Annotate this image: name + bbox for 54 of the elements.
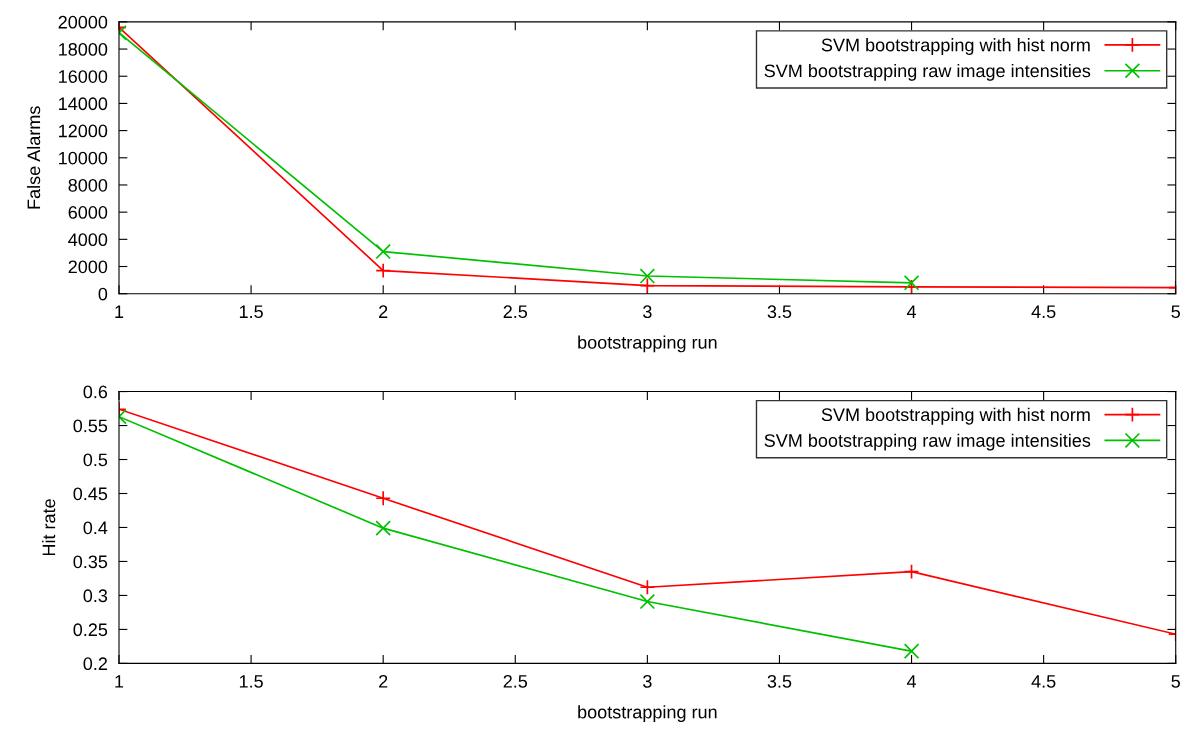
- y-tick-label: 0.6: [83, 385, 108, 399]
- y-tick-label: 0.25: [73, 623, 108, 637]
- x-axis-title: bootstrapping run: [578, 705, 717, 723]
- y-tick-label: 0.4: [83, 521, 108, 535]
- y-tick-label: 12000: [59, 124, 108, 138]
- y-tick-label: 4000: [68, 233, 108, 247]
- y-tick-label: 14000: [59, 97, 108, 111]
- y-tick-label: 2000: [68, 260, 108, 274]
- x-tick-label: 4: [906, 675, 917, 688]
- x-tick-label: 1.5: [239, 305, 263, 319]
- point: [903, 275, 920, 291]
- point: [639, 277, 656, 294]
- x-tick-label: 1.5: [239, 675, 263, 688]
- x-tick-label: 2: [379, 305, 388, 318]
- y-tick-label: 0: [98, 287, 108, 301]
- y-tick-label: 0.5: [83, 453, 108, 467]
- x-tick-label: 5: [1171, 305, 1180, 319]
- x-tick-label: 4.5: [1031, 675, 1056, 688]
- point: [903, 279, 920, 294]
- y-tick-label: 0.45: [73, 487, 108, 501]
- point: [639, 268, 656, 284]
- x-tick-label: 2: [379, 674, 388, 688]
- y-tick-label: 10000: [59, 151, 108, 165]
- x-tick-label: 3: [643, 674, 652, 688]
- x-tick-label: 4.5: [1031, 305, 1056, 319]
- x-tick-label: 4: [906, 305, 917, 318]
- point: [903, 643, 920, 659]
- x-tick-label: 2.5: [503, 305, 528, 319]
- y-tick-label: 0.55: [73, 419, 108, 433]
- y-tick-label: 16000: [59, 70, 108, 83]
- y-tick-label: 0.35: [73, 555, 108, 569]
- x-tick-label: 1: [115, 305, 124, 318]
- legend-label: SVM bootstrapping raw image intensities: [764, 433, 1091, 451]
- point: [639, 593, 656, 610]
- point: [903, 563, 920, 580]
- x-tick-label: 3.5: [767, 674, 792, 688]
- x-tick-label: 2.5: [503, 674, 528, 688]
- y-tick-label: 18000: [59, 42, 108, 56]
- y-axis-title: False Alarms: [26, 106, 41, 209]
- y-tick-label: 0.2: [83, 657, 107, 671]
- y-tick-label: 20000: [58, 15, 108, 29]
- y-tick-label: 6000: [68, 206, 108, 219]
- legend-label: SVM bootstrapping raw image intensities: [764, 63, 1091, 81]
- x-tick-label: 3.5: [767, 305, 792, 319]
- x-tick-label: 1: [115, 675, 124, 688]
- x-axis-title: bootstrapping run: [578, 335, 717, 353]
- legend-label: SVM bootstrapping with hist norm: [821, 407, 1090, 425]
- y-tick-label: 0.3: [83, 589, 108, 603]
- legend-label: SVM bootstrapping with hist norm: [821, 38, 1090, 55]
- x-tick-label: 5: [1171, 675, 1180, 688]
- point: [639, 579, 656, 596]
- x-tick-label: 3: [643, 305, 652, 319]
- y-tick-label: 8000: [68, 178, 108, 192]
- y-axis-title: Hit rate: [42, 499, 56, 556]
